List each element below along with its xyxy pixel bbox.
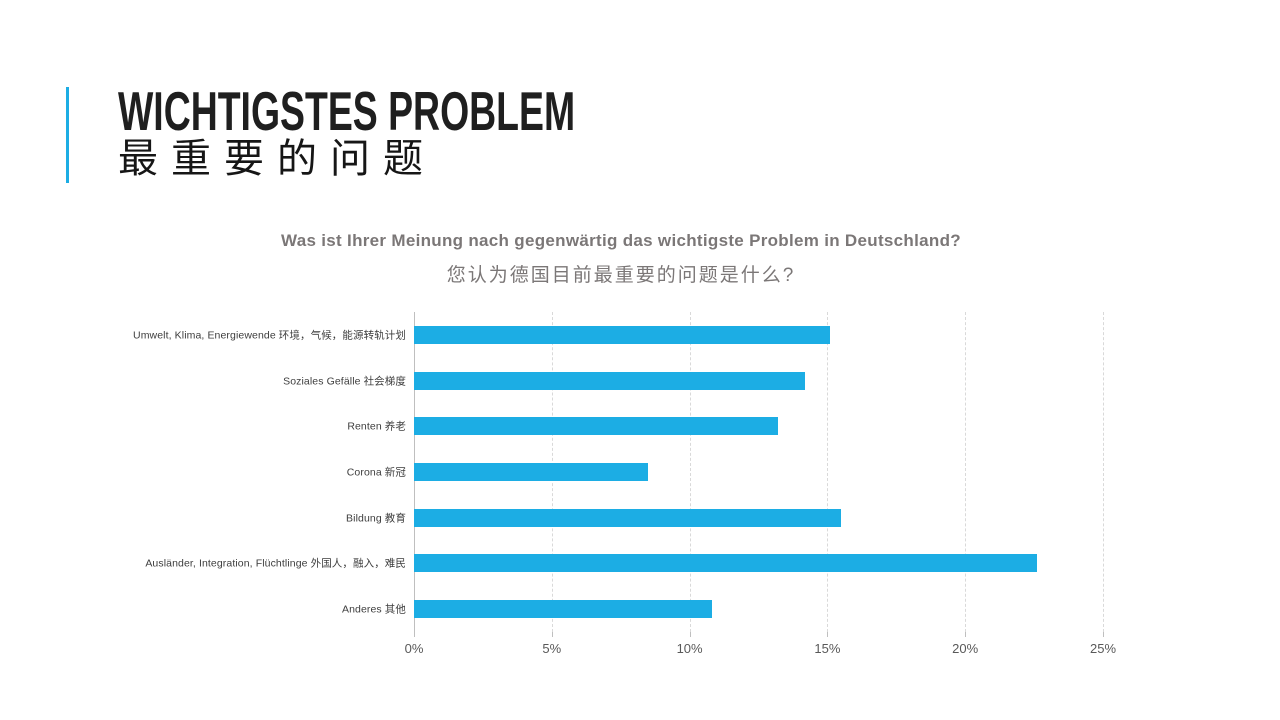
axis-tick xyxy=(551,632,553,637)
gridline xyxy=(1103,312,1104,632)
category-label: Bildung 教育 xyxy=(346,512,406,525)
axis-tick xyxy=(965,632,967,637)
bar xyxy=(414,325,831,344)
category-label: Ausländer, Integration, Flüchtlinge 外国人，… xyxy=(145,557,406,570)
category-labels: Umwelt, Klima, Energiewende 环境，气候，能源转轨计划… xyxy=(0,312,406,632)
axis-tick xyxy=(414,632,415,637)
slide-title: WICHTIGSTES PROBLEM xyxy=(118,80,576,142)
category-label: Renten 养老 xyxy=(347,420,406,433)
chart-question-de: Was ist Ihrer Meinung nach gegenwärtig d… xyxy=(281,231,961,250)
bar xyxy=(414,554,1037,573)
gridline xyxy=(827,312,829,632)
bar xyxy=(414,417,778,436)
bar xyxy=(414,600,712,619)
category-label: Umwelt, Klima, Energiewende 环境，气候，能源转轨计划 xyxy=(133,329,406,342)
chart-question-zh: 您认为德国目前最重要的问题是什么? xyxy=(446,265,796,286)
category-label: Anderes 其他 xyxy=(341,603,406,616)
axis-tick xyxy=(827,632,829,637)
bar xyxy=(414,371,806,390)
axis-tick-label: 20% xyxy=(952,641,979,656)
gridline xyxy=(689,312,691,632)
axis-tick xyxy=(1103,632,1104,637)
category-label: Corona 新冠 xyxy=(346,466,406,479)
axis-tick-label: 15% xyxy=(814,641,841,656)
axis-tick xyxy=(689,632,691,637)
slide-title-zh: 最重要的问题 xyxy=(118,137,436,181)
chart-question: Was ist Ihrer Meinung nach gegenwärtig d… xyxy=(0,231,1242,287)
category-label: Soziales Gefälle 社会梯度 xyxy=(283,375,406,388)
title-accent-bar xyxy=(66,87,69,183)
bar xyxy=(414,463,649,481)
gridline xyxy=(965,312,967,632)
axis-tick-label: 10% xyxy=(676,641,703,656)
bar xyxy=(414,508,842,527)
axis-tick-label: 0% xyxy=(404,641,424,656)
axis-tick-label: 25% xyxy=(1089,641,1117,656)
plot-area: 0% 5% 10% 15% 20% 25% xyxy=(405,312,1116,656)
axis-tick-label: 5% xyxy=(542,641,562,656)
